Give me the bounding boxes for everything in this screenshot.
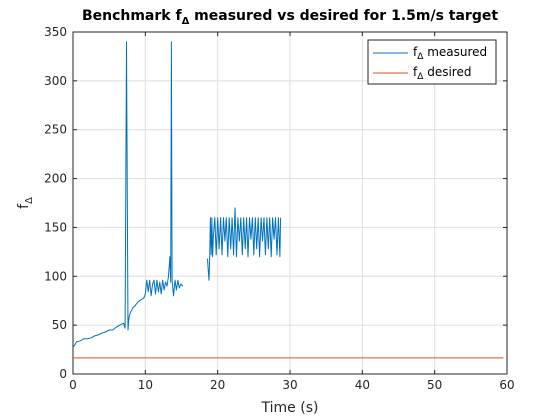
series-lines [73, 41, 504, 359]
x-tick-label: 30 [282, 378, 297, 392]
legend-box [367, 39, 497, 85]
x-tick-label: 60 [499, 378, 514, 392]
series-measured-segment-1 [73, 41, 184, 347]
y-tick-label: 250 [44, 123, 67, 137]
axis-ticks: 0 10 20 30 40 50 60 0 50 100 150 200 250 300 350 [44, 25, 515, 392]
series-measured-segment-2 [207, 207, 282, 281]
x-axis-label: Time (s) [261, 400, 319, 416]
x-tick-label: 10 [138, 378, 153, 392]
y-tick-label: 200 [44, 172, 67, 186]
chart-title: Benchmark fΔ measured vs desired for 1.5… [82, 8, 498, 27]
y-tick-label: 350 [44, 25, 67, 39]
x-tick-label: 0 [69, 378, 77, 392]
y-tick-label: 150 [44, 220, 67, 234]
y-tick-label: 100 [44, 269, 67, 283]
y-tick-label: 0 [59, 367, 67, 381]
y-tick-label: 50 [52, 318, 67, 332]
legend: fΔ measured fΔ desired [367, 39, 497, 85]
legend-label-desired: fΔ desired [413, 65, 471, 82]
y-axis-label: fΔ [16, 197, 35, 209]
legend-label-measured: fΔ measured [413, 45, 487, 62]
x-tick-label: 20 [210, 378, 225, 392]
x-tick-label: 50 [427, 378, 442, 392]
x-tick-label: 40 [355, 378, 370, 392]
y-tick-label: 300 [44, 74, 67, 88]
